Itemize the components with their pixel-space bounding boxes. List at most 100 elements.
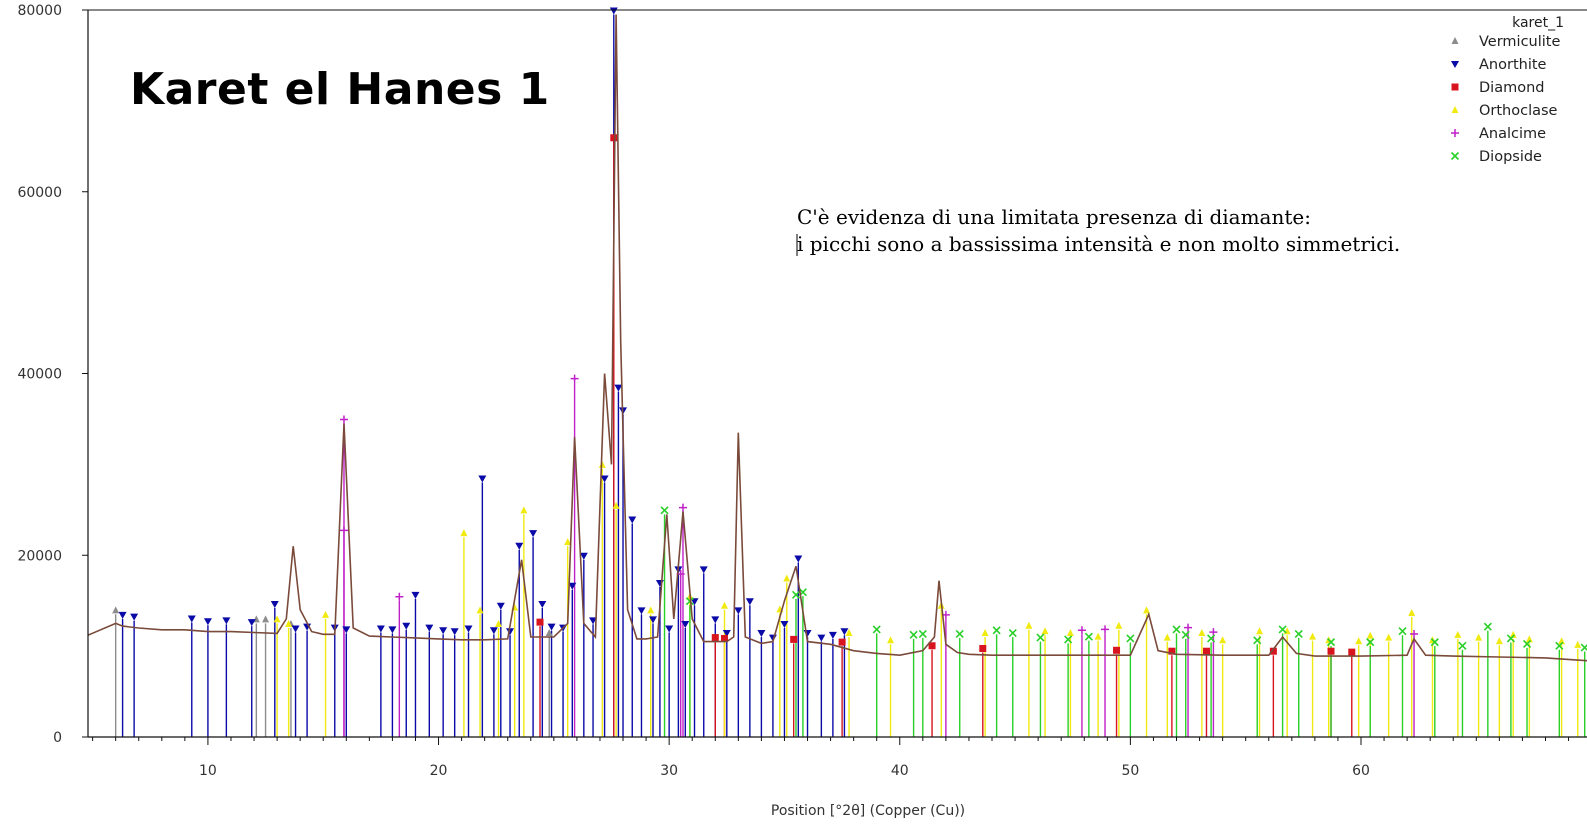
anorthite-marker (628, 516, 637, 524)
orthoclase-marker (1454, 630, 1462, 638)
legend-title: karet_1 (1512, 15, 1564, 31)
anorthite-marker (828, 631, 837, 639)
x-tick-label: 60 (1352, 763, 1370, 779)
anorthite-marker (515, 542, 524, 550)
orthoclase-marker (887, 636, 895, 644)
diopside-marker (1181, 630, 1190, 639)
anorthite-marker (568, 582, 577, 590)
orthoclase-marker (720, 601, 728, 609)
diamond-marker (1327, 647, 1335, 655)
orthoclase-marker (564, 538, 572, 546)
diopside-marker (1366, 638, 1375, 647)
diopside-marker (1084, 632, 1093, 641)
diopside-marker (1008, 628, 1017, 638)
anorthite-marker (376, 625, 385, 633)
analcime-marker (1451, 129, 1459, 137)
diffractogram-line (87, 14, 1587, 662)
anorthite-marker (130, 613, 139, 621)
x-tick-label: 10 (199, 763, 217, 779)
orthoclase-marker (1163, 633, 1171, 641)
anorthite-marker (803, 630, 812, 638)
anorthite-marker (757, 630, 766, 638)
orthoclase-marker (1355, 637, 1363, 645)
diamond-marker (928, 642, 936, 650)
orthoclase-marker (1041, 627, 1049, 635)
y-tick-label: 20000 (17, 548, 62, 564)
analcime-marker (339, 526, 348, 535)
anorthite-marker (291, 625, 300, 633)
anorthite-marker (745, 598, 754, 606)
analcime-marker (1184, 623, 1193, 632)
anorthite-marker (649, 616, 658, 624)
orthoclase-marker (494, 619, 502, 627)
diopside-marker (791, 590, 801, 599)
diopside-marker (992, 626, 1001, 635)
anorthite-marker (780, 620, 789, 628)
orthoclase-marker (598, 460, 606, 468)
anorthite-marker (247, 619, 256, 627)
legend-label-analcime: Analcime (1479, 126, 1546, 142)
anorthite-marker (690, 598, 699, 606)
diamond-marker (1269, 647, 1277, 655)
anorthite-marker (681, 620, 690, 628)
diopside-marker (1430, 638, 1439, 647)
orthoclase-marker (520, 506, 528, 514)
legend-label-vermiculite: Vermiculite (1479, 34, 1560, 50)
y-tick-label: 40000 (17, 367, 62, 383)
diopside-marker (1555, 641, 1564, 650)
anorthite-marker (665, 625, 674, 633)
orthoclase-marker (1219, 636, 1227, 644)
diopside-marker (1126, 634, 1135, 643)
diopside-marker (1294, 629, 1303, 639)
vermiculite-marker (545, 629, 553, 637)
anorthite-marker (614, 384, 623, 392)
diopside-marker (955, 629, 964, 639)
legend-label-orthoclase: Orthoclase (1479, 103, 1558, 119)
chart-title: Karet el Hanes 1 (130, 64, 550, 115)
anorthite-marker (222, 617, 231, 625)
diopside-marker (1580, 643, 1587, 652)
orthoclase-marker (1066, 629, 1074, 637)
anorthite-marker (425, 624, 434, 632)
anorthite-marker (402, 622, 411, 630)
diopside-marker (1506, 634, 1515, 643)
x-axis-title: Position [°2θ] (Copper (Cu)) (771, 803, 965, 819)
vermiculite-marker (112, 606, 120, 614)
anorthite-marker (579, 552, 588, 560)
orthoclase-marker (1525, 635, 1533, 643)
orthoclase-marker (1574, 640, 1582, 648)
axes (87, 9, 1587, 738)
diamond-marker (1113, 646, 1121, 654)
orthoclase-marker (1094, 632, 1102, 640)
analcime-marker (339, 415, 348, 424)
analcime-marker (1101, 625, 1110, 634)
anorthite-marker (609, 7, 618, 15)
legend-label-diopside: Diopside (1479, 149, 1542, 165)
diamond-marker (838, 638, 846, 646)
anorthite-marker (203, 618, 212, 626)
diamond-marker (1348, 648, 1356, 656)
anorthite-marker (411, 591, 420, 599)
legend: karet_1 Vermiculite Anorthite Diamond Ortho… (1450, 15, 1564, 165)
orthoclase-marker (476, 606, 484, 614)
orthoclase-marker (1451, 106, 1459, 113)
x-tick-label: 20 (430, 763, 448, 779)
orthoclase-marker (1495, 637, 1503, 645)
analcime-marker (1209, 628, 1218, 637)
anorthite-marker (547, 623, 556, 631)
orthoclase-marker (647, 606, 655, 614)
anorthite-marker (840, 628, 849, 636)
diamond-marker (536, 618, 544, 626)
anorthite-marker (655, 580, 664, 588)
anorthite-marker (589, 617, 598, 625)
diamond-marker (1451, 83, 1459, 91)
orthoclase-marker (273, 615, 281, 623)
note-line-1: C'è evidenza di una limitata presenza di… (797, 205, 1311, 229)
diopside-marker (909, 630, 918, 639)
tick-marks-and-labels: 10 20 30 40 50 60 0 20000 40000 60000 80000 (17, 3, 1570, 779)
analcime-marker (1077, 626, 1086, 635)
x-tick-label: 40 (891, 763, 909, 779)
diopside-marker (1450, 151, 1460, 161)
orthoclase-marker (981, 629, 989, 637)
